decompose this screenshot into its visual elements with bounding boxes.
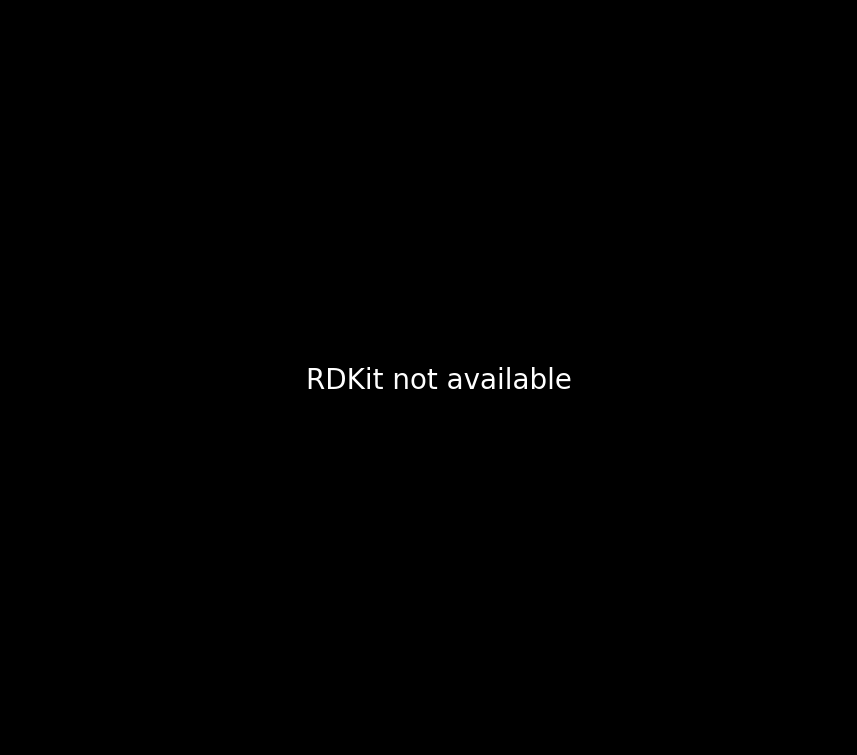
Text: RDKit not available: RDKit not available	[306, 367, 572, 396]
